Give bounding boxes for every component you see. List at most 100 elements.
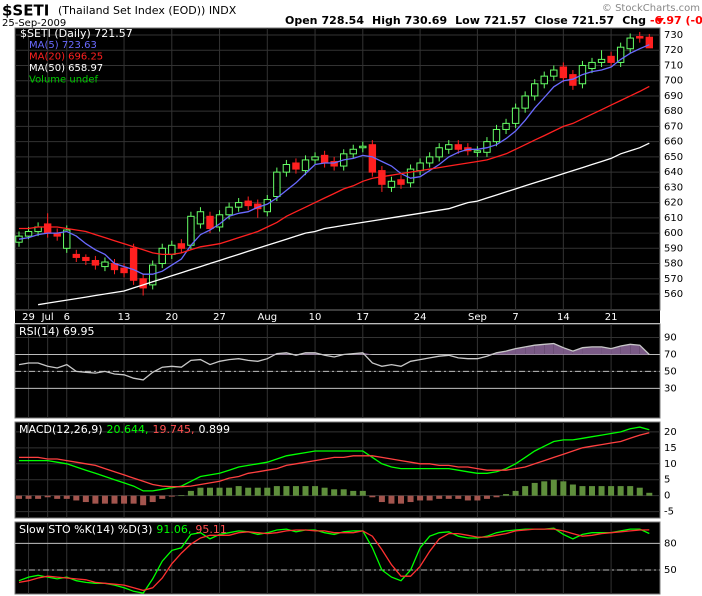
title-part: 0.899 (199, 423, 231, 436)
histogram-bar (512, 490, 519, 496)
y-tick-label: 600 (664, 228, 683, 239)
histogram-bar (187, 490, 194, 496)
y-tick-label: 700 (664, 76, 683, 87)
title-part: RSI(14) 69.95 (19, 325, 94, 338)
candle-body (473, 150, 482, 153)
overbought-fill (534, 344, 545, 355)
title-part: 19.745, (153, 423, 195, 436)
histogram-bar (273, 486, 280, 496)
histogram-bar (312, 486, 319, 496)
plot (15, 28, 660, 310)
plot (15, 422, 660, 518)
series-line (19, 85, 650, 256)
overbought-fill (592, 346, 602, 355)
y-tick-label: 590 (664, 243, 683, 254)
y-tick-label: 0 (664, 491, 670, 502)
plot (15, 324, 660, 418)
candle-body (101, 261, 109, 268)
series-line (19, 426, 650, 492)
quote-label: High (372, 14, 401, 27)
candle-body (320, 154, 329, 164)
down-arrow (656, 18, 664, 24)
histogram-bar (522, 486, 529, 496)
histogram-bar (359, 490, 366, 496)
credit: © StockCharts.com (602, 3, 700, 14)
histogram-bar (579, 486, 586, 496)
histogram-bar (168, 495, 175, 497)
y-tick-label: 710 (664, 60, 683, 71)
y-tick-label: 620 (664, 198, 683, 209)
histogram-bar (140, 495, 147, 506)
series-line (37, 142, 650, 306)
x-tick-label: 10 (309, 312, 322, 323)
candle-body (196, 211, 205, 225)
y-tick-label: 690 (664, 91, 683, 102)
y-tick-label: 670 (664, 121, 683, 132)
candle-body (234, 202, 243, 208)
candle-body (72, 253, 80, 258)
candle-body (397, 179, 405, 185)
histogram-bar (531, 482, 538, 496)
histogram-bar (121, 495, 128, 504)
candle-body (120, 267, 128, 274)
y-tick-label: 630 (664, 182, 683, 193)
quote-label: Low (455, 14, 480, 27)
quote-value: -6.97 (-0.96%) (650, 14, 702, 27)
candle-body (435, 147, 443, 158)
overbought-fill (572, 347, 583, 355)
x-tick-label: 13 (118, 312, 131, 323)
histogram-bar (417, 495, 424, 501)
x-tick-label: Jul (41, 312, 54, 323)
candle-body (425, 156, 434, 164)
histogram-bar (226, 487, 233, 496)
histogram-bar (646, 492, 653, 496)
histogram-bar (636, 487, 643, 496)
title-part: 95.11 (195, 523, 227, 536)
y-tick-label: 15 (664, 443, 677, 454)
histogram-bar (464, 495, 471, 501)
histogram-bar (388, 495, 395, 504)
y-tick-label: 680 (664, 106, 683, 117)
y-tick-label: 650 (664, 152, 683, 163)
histogram-bar (589, 486, 595, 496)
quote: Open 728.54 High 730.69 Low 721.57 Close 721.57… (285, 14, 702, 27)
y-tick-label: 80 (664, 538, 677, 549)
histogram-bar (130, 495, 137, 504)
quote-label: Close (534, 14, 567, 27)
candle-body (645, 36, 653, 49)
candle-body (502, 122, 510, 130)
candle-body (311, 156, 319, 161)
quote-value: 728.54 (322, 14, 365, 27)
quote-label: Open (285, 14, 318, 27)
candle-body (330, 160, 338, 167)
y-tick-label: 640 (664, 167, 683, 178)
candle-body (206, 215, 214, 229)
histogram-bar (398, 495, 404, 504)
histogram-bar (426, 495, 433, 501)
title-part: 20.644, (107, 423, 149, 436)
candle-body (616, 46, 625, 63)
overbought-fill (544, 343, 554, 355)
legend-entry: MA(5) 723.63 (29, 40, 97, 51)
x-tick-label: 21 (605, 312, 618, 323)
x-tick-label: Aug (258, 312, 278, 323)
overbought-fill (620, 344, 631, 355)
overbought-fill (553, 343, 564, 355)
candle-body (359, 145, 367, 149)
candle-body (24, 231, 33, 237)
histogram-bar (302, 486, 309, 496)
overbought-fill (563, 347, 573, 355)
candle-body (129, 247, 138, 281)
histogram-bar (321, 487, 328, 496)
x-tick-label: 27 (213, 312, 226, 323)
candle-body (492, 128, 501, 143)
histogram-bar (455, 495, 462, 499)
candle-body (82, 256, 90, 261)
y-tick-label: -5 (664, 507, 674, 518)
x-tick-label: 29 (22, 312, 35, 323)
histogram-bar (350, 490, 357, 496)
candle-body (139, 278, 147, 289)
histogram-bar (369, 495, 376, 498)
y-tick-label: 5 (664, 475, 670, 486)
